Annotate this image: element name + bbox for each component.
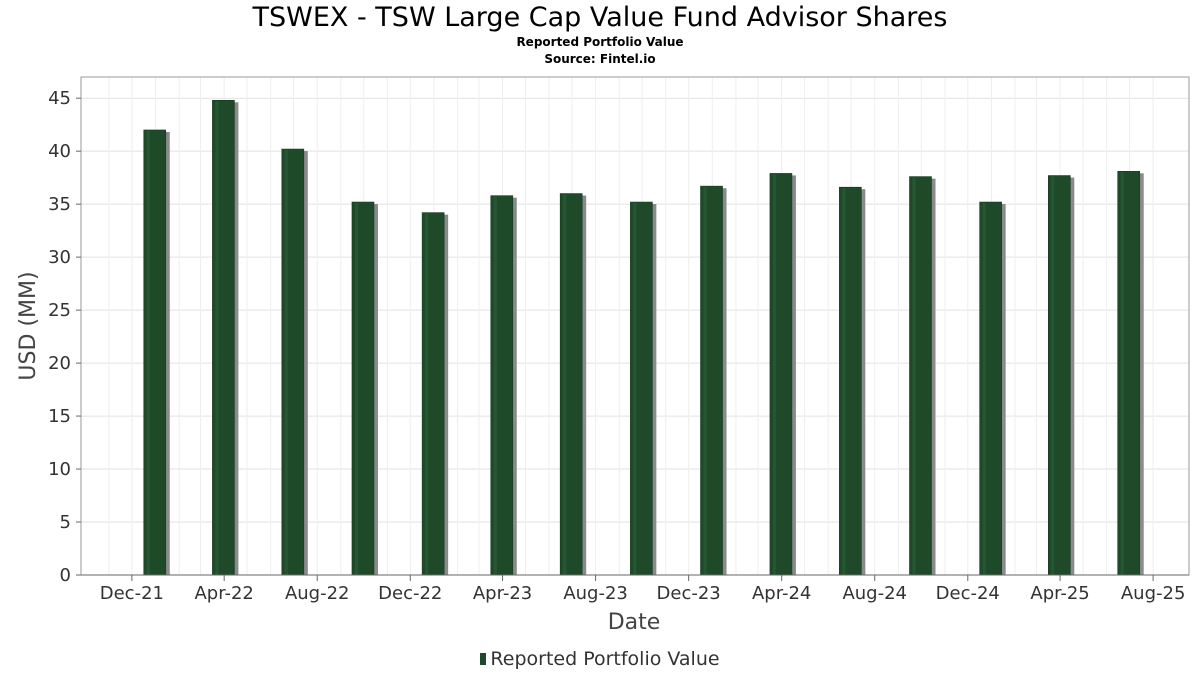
x-axis-ticks: Dec-21 Apr-22 Aug-22 Dec-22 Apr-23 Aug-23 Dec-… — [100, 575, 1186, 604]
bar-highlight — [425, 213, 429, 575]
y-tick-label: 35 — [48, 194, 71, 215]
x-tick-label: Apr-24 — [752, 583, 811, 604]
x-tick-label: Dec-22 — [378, 583, 442, 604]
x-tick-label: Aug-23 — [563, 583, 628, 604]
bar-highlight — [146, 130, 150, 575]
y-tick-label: 5 — [60, 512, 71, 533]
bar-highlight — [633, 203, 637, 575]
bar — [1117, 171, 1144, 576]
bar-highlight — [1120, 172, 1124, 575]
chart-subtitle: Reported Portfolio Value — [516, 35, 684, 49]
bar — [1048, 175, 1075, 576]
x-tick-label: Apr-22 — [194, 583, 253, 604]
bar-highlight — [842, 188, 846, 575]
bar — [212, 100, 239, 576]
bar — [559, 193, 587, 576]
x-axis-label: Date — [608, 610, 661, 635]
legend-swatch — [480, 653, 487, 665]
bar-highlight — [982, 203, 986, 575]
y-tick-label: 45 — [48, 88, 71, 109]
bar-highlight — [703, 187, 707, 575]
x-tick-label: Dec-23 — [657, 583, 721, 604]
bar — [909, 176, 936, 576]
bar — [769, 173, 796, 576]
chart-title: TSWEX - TSW Large Cap Value Fund Advisor… — [252, 2, 948, 33]
bar — [351, 201, 378, 576]
y-axis-label: USD (MM) — [16, 271, 41, 380]
bar — [630, 201, 657, 576]
y-tick-label: 15 — [48, 406, 71, 427]
bar — [700, 185, 727, 576]
bar-highlight — [354, 203, 358, 575]
chart-source: Source: Fintel.io — [544, 52, 656, 66]
bar-highlight — [284, 150, 288, 575]
x-tick-label: Dec-24 — [936, 583, 1000, 604]
y-tick-label: 40 — [48, 141, 71, 162]
x-tick-label: Aug-24 — [842, 583, 907, 604]
bar-highlight — [215, 101, 219, 575]
x-tick-label: Aug-25 — [1121, 583, 1186, 604]
y-tick-label: 0 — [60, 565, 71, 586]
x-tick-label: Apr-23 — [473, 583, 532, 604]
legend: Reported Portfolio Value — [0, 648, 1200, 670]
bar-highlight — [493, 196, 497, 575]
bar-highlight — [772, 174, 776, 576]
bar — [839, 186, 866, 576]
legend-label: Reported Portfolio Value — [490, 648, 720, 670]
y-tick-label: 20 — [48, 353, 71, 374]
bar — [281, 148, 308, 576]
bar — [979, 201, 1006, 576]
bar-layer — [143, 100, 1144, 576]
bar-highlight — [563, 194, 567, 575]
x-tick-label: Aug-22 — [285, 583, 350, 604]
x-tick-label: Apr-25 — [1030, 583, 1089, 604]
y-tick-label: 30 — [48, 247, 71, 268]
bar — [143, 129, 170, 576]
bar — [490, 195, 517, 576]
y-axis-ticks: 0 5 10 15 20 25 30 35 40 45 — [48, 88, 81, 586]
y-tick-label: 10 — [48, 459, 71, 480]
bar-highlight — [1051, 176, 1055, 576]
bar — [421, 212, 449, 576]
x-tick-label: Dec-21 — [100, 583, 164, 604]
bar-highlight — [912, 177, 916, 575]
y-tick-label: 25 — [48, 300, 71, 321]
